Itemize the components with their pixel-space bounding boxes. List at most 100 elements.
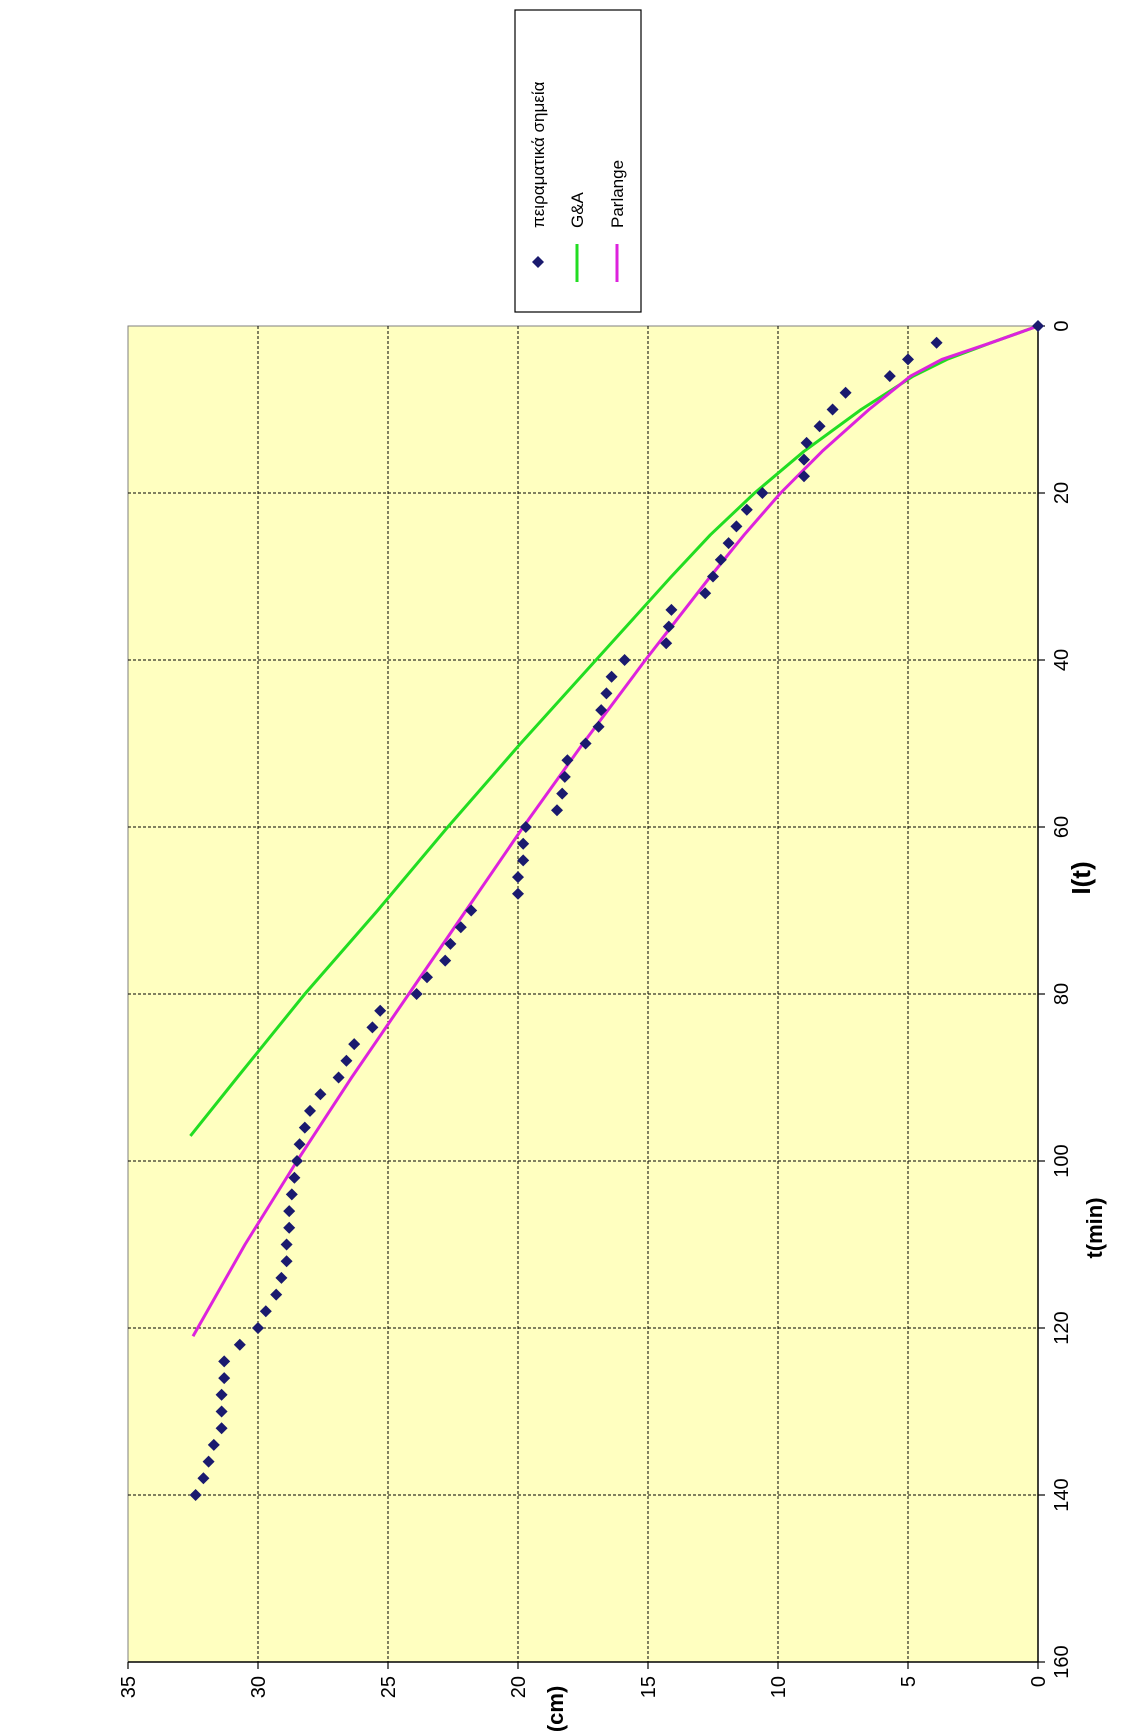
data-point [798,470,810,483]
data-point [283,1221,296,1234]
x-tick-label: 20 [1051,482,1073,504]
data-point [512,871,524,884]
data-point [605,670,618,683]
data-point [283,1205,296,1218]
data-point [252,1322,264,1334]
data-point [930,336,943,349]
data-point [800,436,813,449]
data-point [722,537,735,550]
data-point [730,520,743,533]
data-point [275,1271,288,1284]
data-point [189,1489,202,1501]
data-point [280,1238,293,1251]
chart-title: I(t) [1066,861,1096,894]
data-point [517,837,530,850]
data-point [519,821,532,833]
data-point [233,1338,246,1351]
data-point [410,988,423,1000]
data-point [374,1004,387,1017]
data-point [314,1088,327,1101]
data-point [285,1188,298,1201]
data-point [813,420,826,433]
legend-label: Parlange [608,160,627,228]
data-point [512,887,524,900]
data-point [293,1138,306,1151]
data-point [291,1155,303,1167]
data-point [348,1038,361,1051]
data-point [288,1171,301,1184]
data-point [556,787,569,800]
data-point [366,1021,379,1034]
data-point [215,1405,228,1418]
data-point [707,570,719,583]
y-tick-label: 35 [118,1676,140,1698]
data-point [332,1071,345,1084]
legend-items: πειραματικά σημεία G&A Parlange [529,81,627,282]
y-tick-label: 0 [1028,1676,1050,1687]
data-point [579,737,592,750]
y-tick-label: 30 [248,1676,270,1698]
data-point [756,487,769,499]
data-point [421,971,433,984]
data-point [551,804,563,817]
x-tick-label: 80 [1051,983,1073,1005]
data-point [1032,320,1044,332]
data-point [280,1255,293,1268]
data-point [902,353,914,366]
series-line-2 [191,324,1039,1338]
data-point [517,854,530,867]
series-layer [189,320,1044,1501]
data-point [454,921,467,934]
data-point [197,1472,210,1485]
y-tick-label: 5 [898,1676,920,1687]
data-point [662,620,675,633]
y-axis-title: I(cm) [543,1686,568,1731]
data-point [600,687,613,700]
x-tick-label: 160 [1051,1645,1073,1678]
data-point [826,403,839,416]
data-point [740,503,753,516]
legend: πειραματικά σημεία G&A Parlange [514,9,642,313]
data-point [215,1422,228,1435]
data-point [259,1305,272,1318]
legend-label: πειραματικά σημεία [529,81,548,228]
data-point [561,754,574,767]
grid-lines [128,326,1038,1662]
data-point [839,386,852,399]
data-point [298,1121,311,1134]
axes [127,325,1045,1669]
y-tick-label: 15 [638,1676,660,1698]
x-tick-label: 60 [1051,816,1073,838]
x-tick-label: 100 [1051,1144,1073,1177]
x-axis-title: t(min) [1082,1197,1107,1258]
data-point [270,1288,283,1301]
data-point [207,1438,220,1451]
data-point [592,720,605,733]
data-point [665,603,678,616]
data-point [340,1054,353,1067]
data-point [215,1388,228,1401]
x-tick-label: 0 [1051,320,1073,331]
data-point [595,704,608,717]
series-line-1 [189,324,1039,1137]
data-point [558,770,571,783]
data-point [202,1455,215,1468]
x-tick-label: 120 [1051,1311,1073,1344]
y-tick-label: 10 [768,1676,790,1698]
x-tick-label: 140 [1051,1478,1073,1511]
data-point [660,637,673,650]
data-point [699,587,712,600]
data-point [444,937,457,950]
data-point [465,904,478,917]
x-tick-label: 40 [1051,649,1073,671]
data-point [439,954,452,967]
data-point [798,453,810,466]
data-point [218,1372,231,1385]
legend-marker [532,256,544,268]
data-point [883,370,896,383]
data-point [304,1104,316,1117]
legend-label: G&A [568,191,587,228]
y-tick-label: 20 [508,1676,530,1698]
